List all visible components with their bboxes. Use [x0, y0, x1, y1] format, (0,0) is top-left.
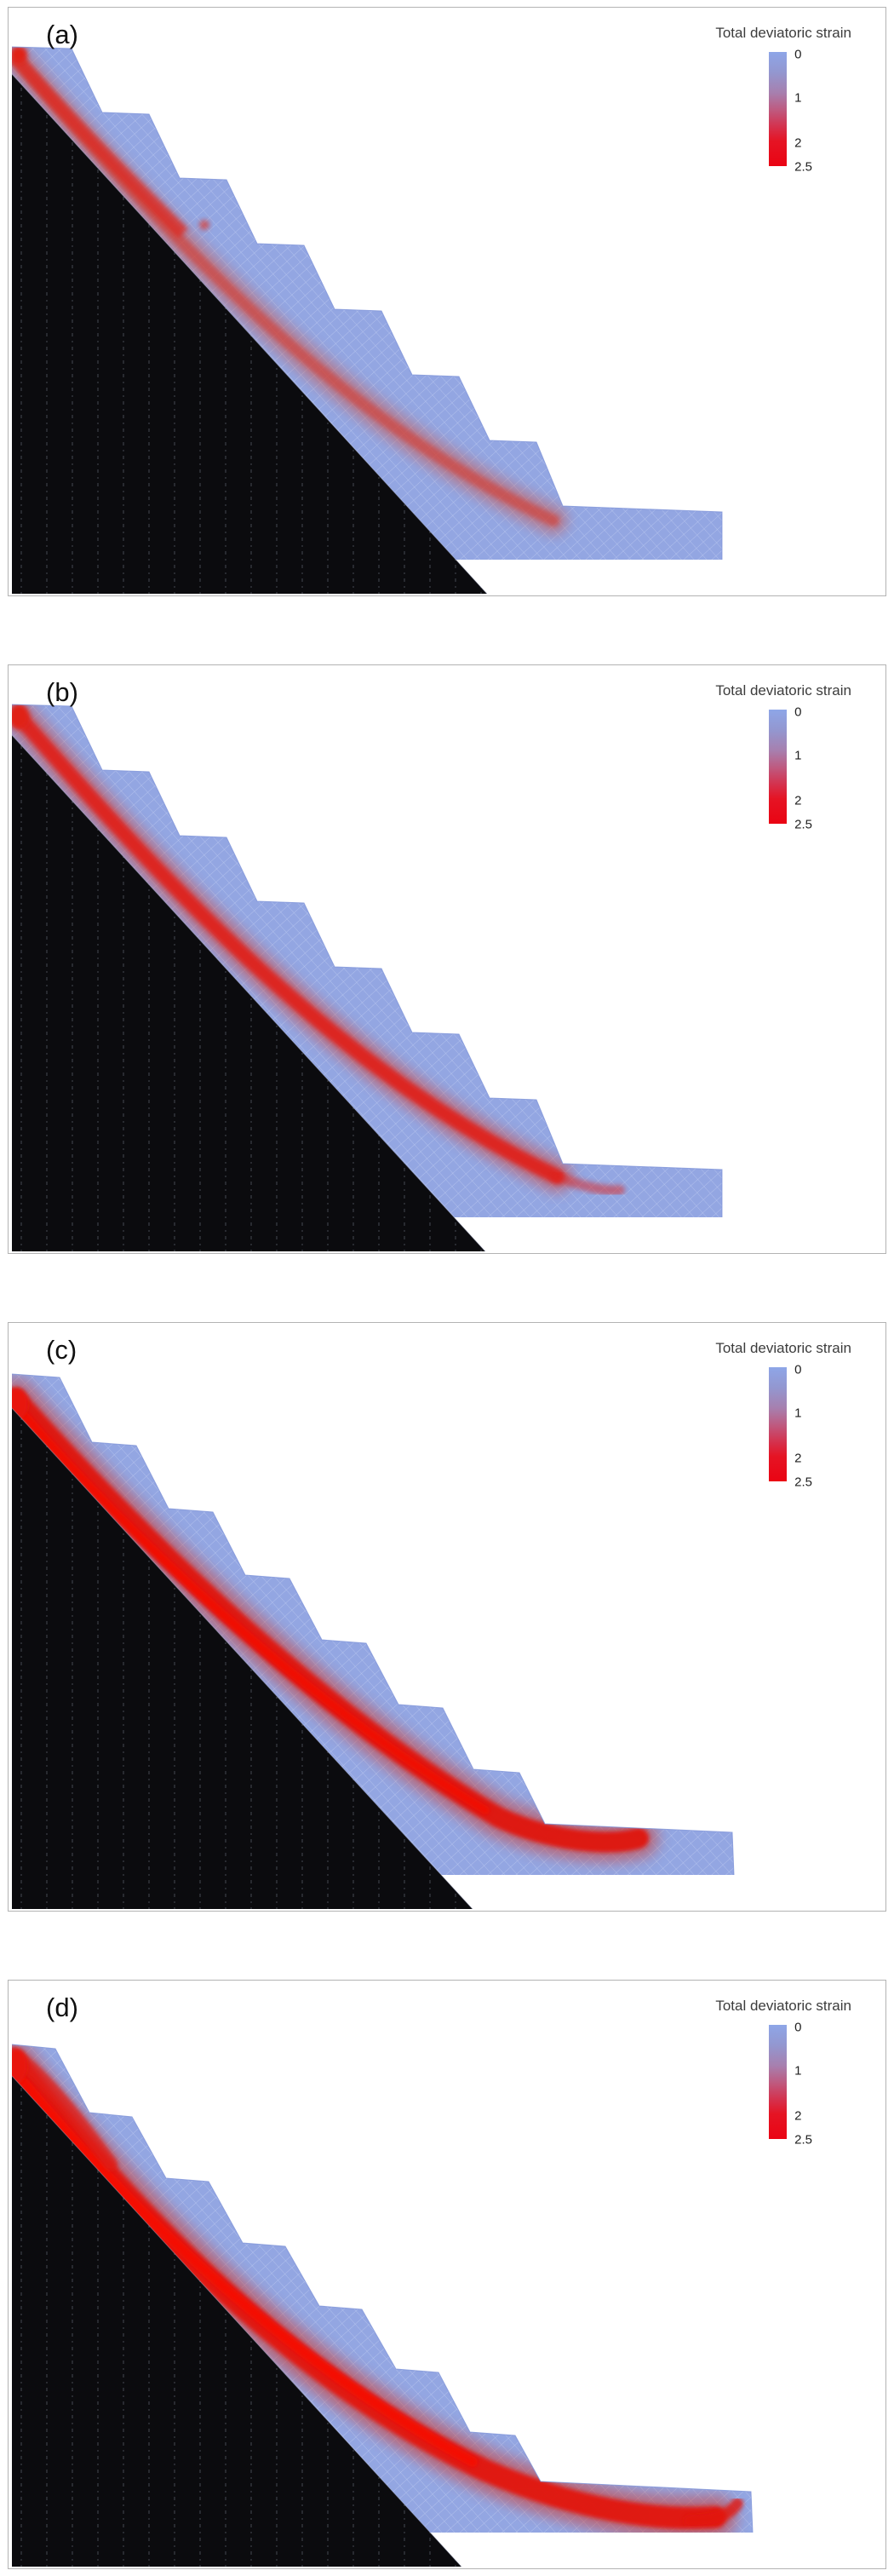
colorbar-legend: Total deviatoric strain 0 1 2 2.5	[715, 1340, 851, 1490]
legend-title: Total deviatoric strain	[715, 682, 851, 699]
legend-title: Total deviatoric strain	[715, 1998, 851, 2014]
panel-label: (d)	[46, 1992, 78, 2022]
colorbar-tick: 0	[794, 704, 802, 720]
colorbar-tick: 1	[794, 1406, 802, 1421]
slope-mesh-d	[11, 2044, 754, 2567]
colorbar-tick: 2	[794, 793, 802, 808]
legend-title: Total deviatoric strain	[715, 25, 851, 41]
colorbar-tick: 2	[794, 2108, 802, 2124]
colorbar-tick: 2	[794, 1451, 802, 1466]
colorbar-ticks: 0 1 2 2.5	[794, 1363, 820, 1490]
colorbar-scale: 0 1 2 2.5	[747, 705, 820, 832]
colorbar-ticks: 0 1 2 2.5	[794, 2021, 820, 2148]
colorbar-scale: 0 1 2 2.5	[747, 2021, 820, 2148]
panel-d: (d) Total deviatoric strain 0 1 2 2.5	[8, 1980, 886, 2569]
colorbar-legend: Total deviatoric strain 0 1 2 2.5	[715, 25, 851, 175]
panel-label: (c)	[46, 1335, 77, 1365]
slope-mesh-c	[11, 1373, 735, 1910]
legend-title: Total deviatoric strain	[715, 1340, 851, 1356]
colorbar-legend: Total deviatoric strain 0 1 2 2.5	[715, 1998, 851, 2148]
colorbar-ticks: 0 1 2 2.5	[794, 705, 820, 832]
colorbar-tick: 1	[794, 748, 802, 763]
colorbar-gradient	[769, 52, 788, 166]
panel-a: (a) Total deviatoric strain 0 1 2 2.5	[8, 7, 886, 596]
panel-label: (b)	[46, 677, 78, 707]
colorbar-tick: 0	[794, 1362, 802, 1377]
panel-label: (a)	[46, 20, 78, 49]
slope-mesh-b	[11, 704, 723, 1252]
colorbar-tick: 2.5	[794, 1475, 813, 1490]
colorbar-scale: 0 1 2 2.5	[747, 48, 820, 175]
colorbar-gradient	[769, 710, 788, 824]
panel-b: (b) Total deviatoric strain 0 1 2 2.5	[8, 664, 886, 1254]
slope-mesh-a	[11, 46, 723, 595]
colorbar-tick: 0	[794, 47, 802, 62]
panel-c: (c) Total deviatoric strain 0 1 2 2.5	[8, 1322, 886, 1912]
colorbar-gradient	[769, 1367, 788, 1481]
colorbar-scale: 0 1 2 2.5	[747, 1363, 820, 1490]
colorbar-tick: 0	[794, 2020, 802, 2035]
colorbar-tick: 2.5	[794, 817, 813, 832]
colorbar-tick: 2	[794, 135, 802, 151]
colorbar-ticks: 0 1 2 2.5	[794, 48, 820, 175]
colorbar-legend: Total deviatoric strain 0 1 2 2.5	[715, 682, 851, 832]
colorbar-tick: 1	[794, 90, 802, 106]
colorbar-gradient	[769, 2025, 788, 2139]
colorbar-tick: 2.5	[794, 2132, 813, 2148]
colorbar-tick: 1	[794, 2063, 802, 2079]
colorbar-tick: 2.5	[794, 159, 813, 175]
